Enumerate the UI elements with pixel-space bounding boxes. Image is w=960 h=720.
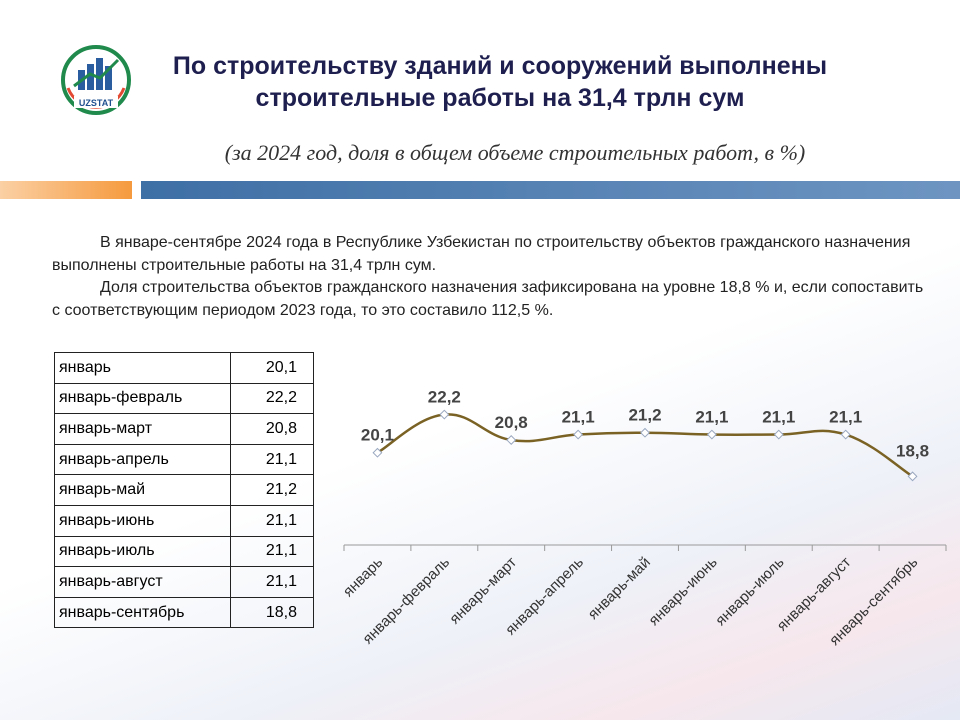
logo-text: UZSTAT [79,98,114,108]
table-row: январь-июль 21,1 [54,535,314,568]
row-label: январь-август [54,566,231,598]
data-point-marker [706,429,717,440]
data-label: 18,8 [896,441,929,460]
data-label: 20,1 [361,426,394,445]
page-subtitle: (за 2024 год, доля в общем объеме строит… [224,140,806,165]
row-label: январь-февраль [54,382,231,415]
data-point-marker [640,427,650,438]
paragraph-2: Доля строительства объектов гражданского… [52,279,924,319]
row-value: 18,8 [230,596,314,629]
uzstat-logo: UZSTAT [61,45,131,115]
decor-bar-orange [0,181,132,199]
x-tick-label: январь-июнь [645,554,720,629]
decor-bar-blue [141,181,960,199]
table-row: январь-март 20,8 [54,413,314,445]
data-point-marker [573,429,584,440]
row-value: 21,1 [230,566,314,598]
row-value: 21,1 [230,535,314,568]
row-value: 21,2 [230,474,314,506]
data-label: 22,2 [428,388,461,407]
data-label: 21,1 [695,408,728,427]
table-row: январь-апрель 21,1 [54,443,314,476]
row-value: 20,1 [230,352,314,384]
data-point-marker [506,435,517,445]
row-value: 20,8 [230,413,314,445]
title-line-1: По строительству зданий и сооружений вып… [172,52,828,80]
title-line-2: строительные работы на 31,4 трлн сум [255,84,745,112]
row-value: 21,1 [230,443,314,476]
row-value: 21,1 [230,504,314,537]
data-label: 21,2 [628,406,661,425]
data-label: 21,1 [762,408,795,427]
table-row: январь 20,1 [54,352,314,384]
data-point-marker [773,429,784,440]
row-value: 22,2 [230,382,314,415]
page-title: По строительству зданий и сооружений вып… [140,50,860,114]
paragraph-1: В январе-сентябре 2024 года в Республике… [52,234,911,274]
data-point-marker [372,447,383,458]
data-label: 21,1 [829,408,862,427]
table-row: январь-август 21,1 [54,566,314,598]
row-label: январь-март [54,413,231,445]
data-point-marker [439,409,450,420]
row-label: январь-апрель [54,443,231,476]
row-label: январь-июль [54,535,231,568]
line-chart: 20,1 22,2 20,8 21,1 21,2 21,1 21,1 21,1 18,8 янва… [340,388,947,649]
table-row: январь-июнь 21,1 [54,504,314,537]
table-row: январь-май 21,2 [54,474,314,506]
data-label: 21,1 [562,408,595,427]
x-tick-label: январь [340,554,387,601]
x-tick-label: январь-июль [712,554,787,629]
data-label: 20,8 [495,413,528,432]
data-point-marker [907,471,918,482]
row-label: январь-май [54,474,231,506]
row-label: январь [54,352,231,384]
data-point-marker [840,429,851,440]
table-row: январь-сентябрь 18,8 [54,596,314,629]
x-tick-label: январь-март [446,554,520,628]
row-label: январь-сентябрь [54,596,231,629]
table-row: январь-февраль 22,2 [54,382,314,415]
x-tick-label: январь-май [585,554,654,623]
description-text: В январе-сентябре 2024 года в Республике… [52,232,932,322]
values-table: январь 20,1 январь-февраль 22,2 январь-мар… [54,352,314,629]
row-label: январь-июнь [54,504,231,537]
